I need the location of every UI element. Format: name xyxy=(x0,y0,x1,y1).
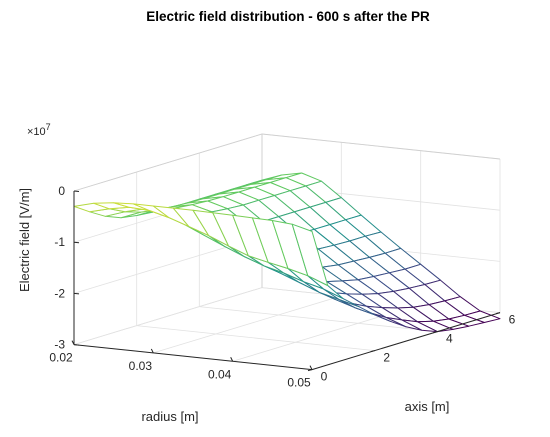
y-tick-label: 0 xyxy=(321,370,328,384)
y-tick xyxy=(307,369,313,372)
x-tick xyxy=(71,340,75,345)
z-tick-label: -2 xyxy=(54,286,65,300)
surface-mesh xyxy=(73,172,501,333)
surface-cell xyxy=(291,223,329,286)
y-tick xyxy=(433,331,438,334)
z-tick xyxy=(73,241,80,244)
y-tick-label: 4 xyxy=(446,332,453,346)
y-axis-line xyxy=(311,312,501,371)
exponent-label: ×107 xyxy=(27,122,51,138)
x-axis-line xyxy=(73,344,313,371)
z-axis-label: Electric field [V/m] xyxy=(17,188,32,292)
z-tick xyxy=(73,344,80,346)
z-tick-label: -3 xyxy=(54,338,65,352)
tick-labels: 0.02 0.03 0.04 0.05 0 2 4 6 0 -1 -2 -3 xyxy=(49,184,515,390)
y-tick-label: 6 xyxy=(509,313,516,327)
x-tick-label: 0.05 xyxy=(287,376,311,390)
svg-text:×107: ×107 xyxy=(27,122,51,138)
exponent-base: ×10 xyxy=(27,126,46,138)
z-tick xyxy=(73,292,80,295)
x-tick xyxy=(230,357,234,362)
x-axis-label: radius [m] xyxy=(141,409,198,424)
x-tick xyxy=(309,365,313,370)
z-tick-label: 0 xyxy=(58,184,65,198)
x-tick-label: 0.03 xyxy=(129,359,153,373)
chart-title: Electric field distribution - 600 s afte… xyxy=(146,9,430,24)
y-tick-label: 2 xyxy=(383,351,390,365)
z-tick-label: -1 xyxy=(54,235,65,249)
z-tick xyxy=(73,190,80,192)
exponent-power: 7 xyxy=(46,122,51,132)
x-tick-label: 0.02 xyxy=(49,351,73,365)
y-tick xyxy=(495,312,501,315)
x-tick-label: 0.04 xyxy=(208,367,232,381)
y-axis-label: axis [m] xyxy=(405,399,450,414)
y-tick xyxy=(370,350,375,353)
x-tick xyxy=(150,348,154,354)
axes-lines xyxy=(73,191,501,371)
